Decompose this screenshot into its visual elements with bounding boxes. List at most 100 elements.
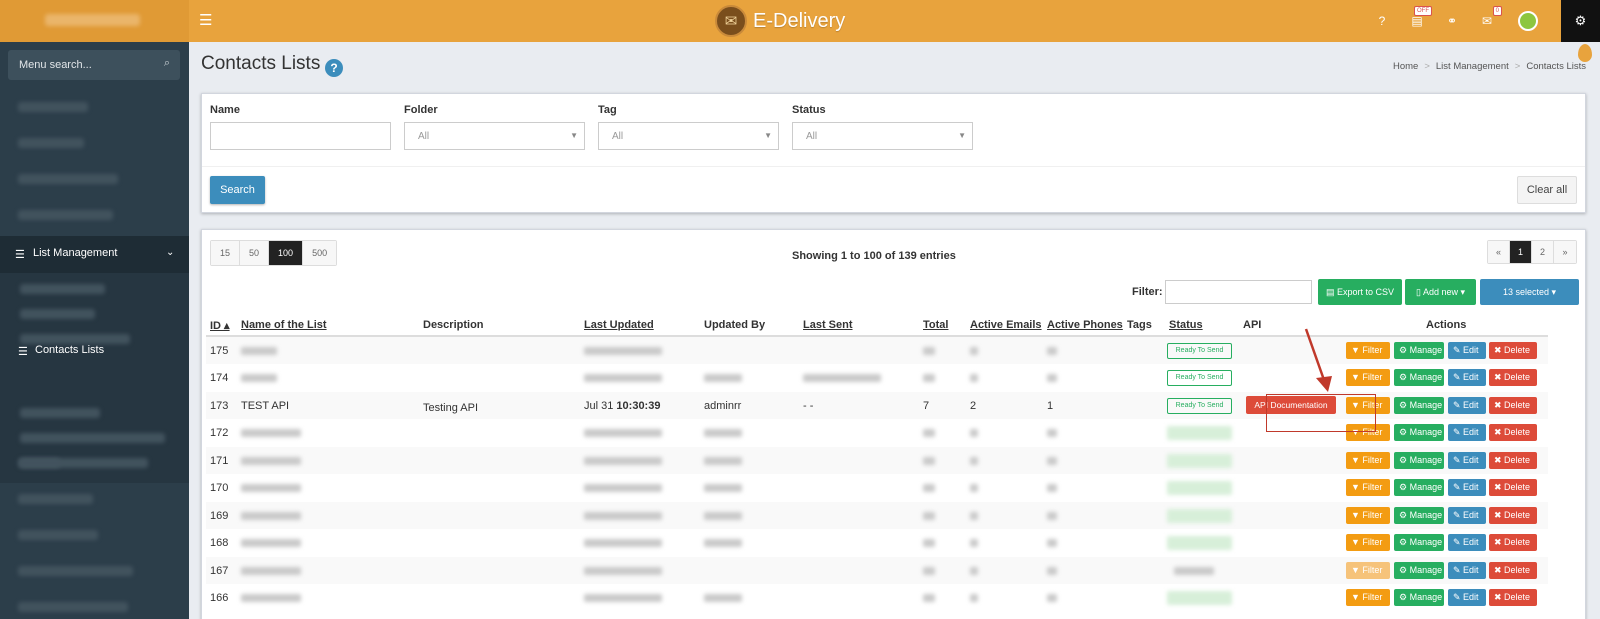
edit-button[interactable]: ✎ Edit — [1448, 507, 1486, 524]
selected-columns-button[interactable]: 13 selected ▾ — [1480, 279, 1579, 305]
api-documentation-button[interactable]: API Documentation — [1246, 396, 1336, 414]
breadcrumb-home[interactable]: Home — [1392, 61, 1419, 72]
manage-button[interactable]: ⚙ Manage — [1394, 534, 1444, 551]
edit-button[interactable]: ✎ Edit — [1448, 479, 1486, 496]
offer-icon[interactable]: ▤ OFF — [1408, 6, 1432, 30]
sidebar-item-blurred[interactable] — [18, 566, 133, 576]
edit-button[interactable]: ✎ Edit — [1448, 534, 1486, 551]
settings-cogs-icon[interactable]: ⚙ — [1561, 0, 1600, 42]
sidebar-item-blurred[interactable] — [18, 210, 113, 220]
column-header-id[interactable]: ID ▴ — [210, 320, 230, 332]
clear-all-button[interactable]: Clear all — [1517, 176, 1577, 204]
mail-icon[interactable]: ✉ 0 — [1478, 6, 1502, 30]
column-header-last-sent[interactable]: Last Sent — [803, 319, 853, 331]
delete-button[interactable]: ✖ Delete — [1489, 424, 1537, 441]
edit-button[interactable]: ✎ Edit — [1448, 397, 1486, 414]
page-size-100[interactable]: 100 — [269, 241, 304, 265]
page-size-50[interactable]: 50 — [240, 241, 270, 265]
table-row[interactable]: 167 ▼ Filter ⚙ Manage ✎ Edit ✖ Delete — [206, 557, 1548, 584]
filter-button[interactable]: ▼ Filter — [1346, 452, 1390, 469]
table-row[interactable]: 172 ▼ Filter ⚙ Manage ✎ Edit ✖ Delete — [206, 419, 1548, 446]
table-row[interactable]: 166 ▼ Filter ⚙ Manage ✎ Edit ✖ Delete — [206, 584, 1548, 611]
filter-button[interactable]: ▼ Filter — [1346, 397, 1390, 414]
link-icon[interactable]: ⚭ — [1446, 14, 1458, 28]
pager-page-1[interactable]: 1 — [1510, 241, 1532, 263]
folder-select[interactable]: All ▼ — [404, 122, 585, 150]
hamburger-menu-icon[interactable]: ☰ — [199, 12, 213, 29]
sidebar-item-blurred[interactable] — [18, 138, 84, 148]
delete-button[interactable]: ✖ Delete — [1489, 369, 1537, 386]
pager-page-2[interactable]: 2 — [1532, 241, 1554, 263]
column-header-status[interactable]: Status — [1169, 319, 1203, 331]
delete-button[interactable]: ✖ Delete — [1489, 452, 1537, 469]
search-icon[interactable]: ⌕ — [163, 57, 170, 69]
delete-button[interactable]: ✖ Delete — [1489, 479, 1537, 496]
search-button[interactable]: Search — [210, 176, 265, 204]
sidebar-item-blurred[interactable] — [18, 102, 88, 112]
sidebar-item-blurred[interactable] — [18, 602, 128, 612]
filter-button[interactable]: ▼ Filter — [1346, 479, 1390, 496]
column-header-name[interactable]: Name of the List — [241, 319, 327, 331]
manage-button[interactable]: ⚙ Manage — [1394, 507, 1444, 524]
submenu-item-blurred[interactable] — [20, 433, 165, 443]
column-header-last-updated[interactable]: Last Updated — [584, 319, 654, 331]
sidebar-item-list-management[interactable]: ☰ List Management ⌄ — [0, 236, 189, 273]
logo-area[interactable] — [0, 0, 189, 42]
manage-button[interactable]: ⚙ Manage — [1394, 342, 1444, 359]
table-row[interactable]: 174 Ready To Send ▼ Filter ⚙ Manage ✎ Edit ✖ … — [206, 364, 1548, 391]
menu-search-input[interactable]: Menu search... ⌕ — [8, 50, 180, 80]
filter-button[interactable]: ▼ Filter — [1346, 562, 1390, 579]
sidebar-item-blurred[interactable] — [18, 494, 93, 504]
filter-button[interactable]: ▼ Filter — [1346, 424, 1390, 441]
user-avatar[interactable] — [1518, 11, 1538, 31]
pager-next[interactable]: » — [1554, 241, 1576, 263]
column-header-total[interactable]: Total — [923, 319, 949, 331]
edit-button[interactable]: ✎ Edit — [1448, 369, 1486, 386]
sidebar-item-contacts-lists[interactable]: Contacts Lists — [35, 344, 105, 356]
help-icon[interactable]: ? — [325, 59, 343, 77]
submenu-item-blurred[interactable] — [20, 334, 130, 344]
edit-button[interactable]: ✎ Edit — [1448, 424, 1486, 441]
sidebar-item-blurred[interactable] — [18, 530, 98, 540]
manage-button[interactable]: ⚙ Manage — [1394, 424, 1444, 441]
table-filter-input[interactable] — [1165, 280, 1312, 304]
table-row[interactable]: 170 ▼ Filter ⚙ Manage ✎ Edit ✖ Delete — [206, 474, 1548, 501]
edit-button[interactable]: ✎ Edit — [1448, 562, 1486, 579]
filter-button[interactable]: ▼ Filter — [1346, 507, 1390, 524]
delete-button[interactable]: ✖ Delete — [1489, 562, 1537, 579]
table-row[interactable]: 171 ▼ Filter ⚙ Manage ✎ Edit ✖ Delete — [206, 447, 1548, 474]
filter-button[interactable]: ▼ Filter — [1346, 589, 1390, 606]
tag-select[interactable]: All ▼ — [598, 122, 779, 150]
edit-button[interactable]: ✎ Edit — [1448, 452, 1486, 469]
submenu-item-blurred[interactable] — [20, 284, 105, 294]
manage-button[interactable]: ⚙ Manage — [1394, 452, 1444, 469]
sidebar-item-blurred[interactable] — [18, 458, 148, 468]
manage-button[interactable]: ⚙ Manage — [1394, 397, 1444, 414]
delete-button[interactable]: ✖ Delete — [1489, 589, 1537, 606]
table-row[interactable]: 175 Ready To Send ▼ Filter ⚙ Manage ✎ Edit ✖ … — [206, 337, 1548, 364]
manage-button[interactable]: ⚙ Manage — [1394, 479, 1444, 496]
name-input[interactable] — [210, 122, 391, 150]
help-icon[interactable]: ? — [1378, 14, 1386, 28]
status-select[interactable]: All ▼ — [792, 122, 973, 150]
add-new-button[interactable]: ▯ Add new ▾ — [1405, 279, 1476, 305]
manage-button[interactable]: ⚙ Manage — [1394, 562, 1444, 579]
filter-button[interactable]: ▼ Filter — [1346, 369, 1390, 386]
manage-button[interactable]: ⚙ Manage — [1394, 369, 1444, 386]
delete-button[interactable]: ✖ Delete — [1489, 534, 1537, 551]
page-size-500[interactable]: 500 — [303, 241, 337, 265]
table-row[interactable]: 173 TEST API Testing API Jul 31 10:30:39 adm… — [206, 392, 1548, 419]
sidebar-item-blurred[interactable] — [18, 174, 118, 184]
page-size-15[interactable]: 15 — [211, 241, 241, 265]
filter-button[interactable]: ▼ Filter — [1346, 342, 1390, 359]
column-header-active-phones[interactable]: Active Phones — [1047, 319, 1123, 331]
breadcrumb-list-management[interactable]: List Management — [1435, 61, 1509, 72]
pager-prev[interactable]: « — [1488, 241, 1510, 263]
edit-button[interactable]: ✎ Edit — [1448, 589, 1486, 606]
filter-button[interactable]: ▼ Filter — [1346, 534, 1390, 551]
export-csv-button[interactable]: ▤ Export to CSV — [1318, 279, 1402, 305]
delete-button[interactable]: ✖ Delete — [1489, 342, 1537, 359]
table-row[interactable]: 168 ▼ Filter ⚙ Manage ✎ Edit ✖ Delete — [206, 529, 1548, 556]
edit-button[interactable]: ✎ Edit — [1448, 342, 1486, 359]
submenu-item-blurred[interactable] — [20, 408, 100, 418]
